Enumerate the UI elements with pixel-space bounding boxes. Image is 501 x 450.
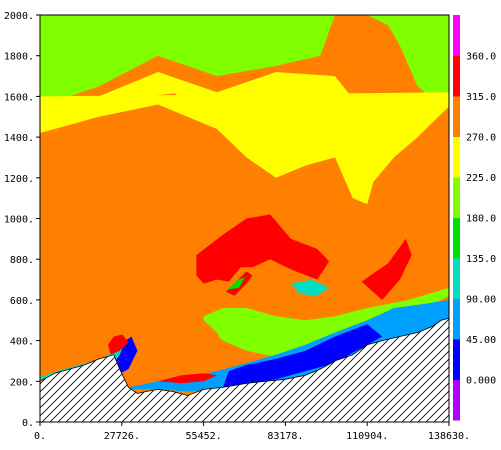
y-tick-label: 200. (10, 377, 34, 388)
terrain-hatch (40, 317, 449, 422)
colorbar-label: 45.00 (466, 335, 496, 346)
colorbar-label: 270.0 (466, 133, 496, 144)
colorbar-label: 90.00 (466, 295, 496, 306)
colorbar-label: 315.0 (466, 92, 496, 103)
colorbar-swatch (453, 339, 460, 380)
x-tick-label: 110904. (346, 431, 388, 442)
y-tick-label: 1200. (4, 174, 34, 185)
colorbar-swatch (453, 55, 460, 97)
contour-region-12 (40, 308, 223, 361)
x-axis: 0. 27726. 55452. 83178. 110904. 138630. (34, 422, 470, 442)
contour-region-1 (40, 15, 335, 107)
contour-region-11 (203, 287, 449, 359)
colorbar-swatch (453, 136, 460, 178)
contour-region-15 (107, 334, 129, 355)
colorbar: 0.000 45.00 90.00 135.0 180.0 225.0 270.0 315.0… (453, 15, 496, 421)
x-tick-label: 0. (34, 431, 46, 442)
y-tick-label: 600. (10, 296, 34, 307)
plot-area (40, 15, 449, 422)
contour-region-10 (361, 238, 412, 300)
contour-region-4 (40, 92, 449, 205)
contour-region-3 (40, 15, 449, 97)
y-tick-label: 800. (10, 255, 34, 266)
contour-fill-layer (40, 15, 449, 422)
colorbar-swatch (453, 298, 460, 340)
y-tick-label: 1600. (4, 92, 34, 103)
contour-region-6 (196, 214, 330, 284)
x-tick-label: 83178. (267, 431, 303, 442)
x-tick-label: 55452. (186, 431, 222, 442)
y-tick-label: 2000. (4, 11, 34, 22)
contour-region-5 (40, 80, 188, 107)
y-tick-label: 0. (22, 418, 34, 429)
colorbar-label: 0.000 (466, 376, 496, 387)
colorbar-swatch (453, 217, 460, 259)
colorbar-label: 360.0 (466, 52, 496, 63)
contour-region-18 (382, 304, 449, 337)
colorbar-swatch (453, 379, 460, 421)
contour-region-19 (158, 373, 217, 384)
contour-region-17 (222, 324, 383, 388)
contour-region-8 (227, 277, 245, 290)
colorbar-swatch (453, 258, 460, 299)
colorbar-swatch (453, 96, 460, 137)
y-axis: 0. 200. 400. 600. 800. 1000. 1200. 1400. 1600. 18… (4, 11, 40, 429)
contour-region-9 (290, 279, 330, 296)
contour-region-16 (128, 299, 449, 392)
colorbar-swatch (453, 15, 460, 56)
y-tick-label: 400. (10, 337, 34, 348)
colorbar-label: 180.0 (466, 214, 496, 225)
y-tick-label: 1400. (4, 133, 34, 144)
colorbar-swatch (453, 177, 460, 218)
colorbar-label: 135.0 (466, 254, 496, 265)
colorbar-label: 225.0 (466, 173, 496, 184)
x-tick-label: 138630. (428, 431, 470, 442)
y-tick-label: 1800. (4, 52, 34, 63)
x-tick-label: 27726. (104, 431, 140, 442)
y-tick-label: 1000. (4, 215, 34, 226)
